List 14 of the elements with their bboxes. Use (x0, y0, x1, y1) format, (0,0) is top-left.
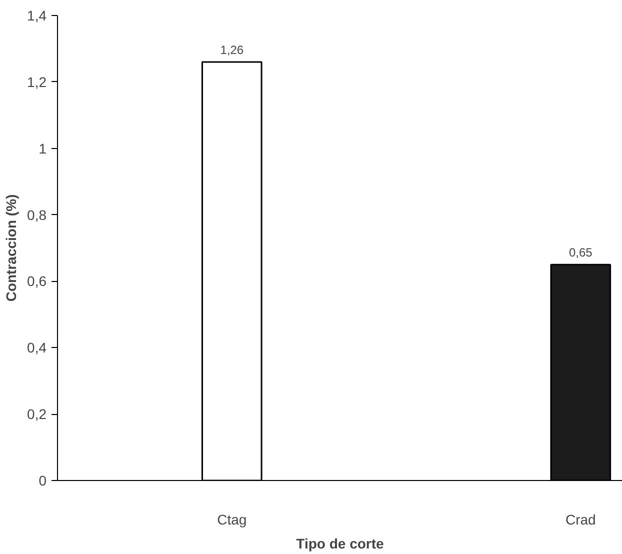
y-tick-label: 0,6 (27, 273, 47, 290)
y-tick-label: 1,2 (27, 74, 47, 90)
y-tick-label: 0,4 (27, 340, 47, 356)
data-label: 1,26 (220, 43, 244, 57)
data-label: 0,65 (568, 246, 593, 260)
x-tick-label: Ctag (217, 512, 247, 528)
x-axis-title: Tipo de corte (296, 536, 384, 552)
y-axis-title: Contraccion (%) (3, 194, 20, 302)
y-tick-label: 1,4 (27, 8, 47, 24)
y-tick-label: 1 (38, 140, 47, 156)
y-tick-label: 0 (38, 472, 47, 488)
x-tick-label: Crad (565, 512, 596, 528)
y-tick-label: 0,2 (27, 406, 47, 422)
y-tick-label: 0,8 (27, 206, 47, 223)
